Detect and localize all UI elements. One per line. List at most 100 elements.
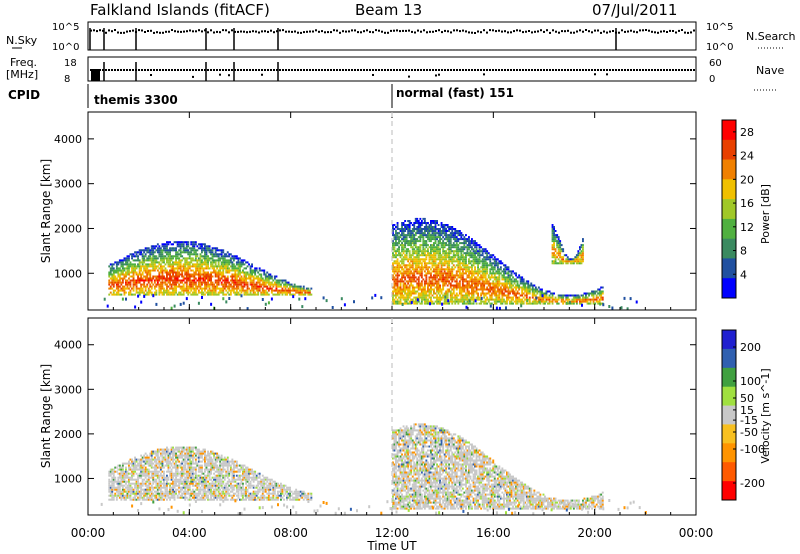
power-cell bbox=[455, 298, 458, 301]
power-cell bbox=[480, 302, 483, 305]
power-cell bbox=[446, 234, 449, 237]
power-cell bbox=[499, 260, 502, 263]
power-speckle bbox=[416, 298, 419, 302]
power-cell bbox=[419, 224, 422, 226]
power-cell bbox=[121, 287, 124, 290]
power-cell bbox=[213, 247, 215, 250]
power-cell bbox=[458, 238, 461, 241]
power-cell bbox=[179, 293, 182, 296]
power-cell bbox=[503, 264, 505, 267]
power-cell bbox=[214, 259, 217, 262]
power-cell bbox=[582, 298, 584, 301]
power-cell bbox=[433, 220, 435, 222]
power-cell bbox=[455, 280, 458, 283]
power-cell bbox=[501, 288, 504, 291]
power-cell bbox=[452, 244, 455, 247]
freq-point bbox=[117, 69, 119, 71]
power-cell bbox=[501, 294, 504, 297]
power-cell bbox=[413, 258, 416, 261]
power-cell bbox=[583, 298, 586, 301]
power-cell bbox=[434, 258, 437, 261]
power-cell bbox=[402, 280, 405, 283]
power-cell bbox=[169, 241, 171, 244]
power-cell bbox=[465, 280, 467, 283]
power-cell bbox=[392, 286, 394, 289]
power-cell bbox=[158, 271, 161, 274]
power-cell bbox=[140, 279, 143, 282]
power-cell bbox=[402, 282, 405, 285]
power-cell bbox=[498, 274, 501, 277]
power-cell bbox=[123, 267, 126, 270]
nsky-point bbox=[147, 30, 149, 32]
power-cell bbox=[393, 268, 396, 271]
nave-tick-bottom: 0 bbox=[709, 74, 715, 85]
power-cell bbox=[158, 251, 161, 254]
power-cell bbox=[551, 298, 554, 301]
power-cell bbox=[194, 251, 197, 254]
power-cell bbox=[222, 289, 225, 292]
power-cell bbox=[477, 250, 479, 253]
nsky-point bbox=[258, 31, 260, 34]
power-cell bbox=[457, 238, 460, 241]
power-cell bbox=[486, 270, 489, 273]
power-cell bbox=[275, 283, 278, 286]
power-cell bbox=[436, 276, 438, 279]
power-cell bbox=[252, 269, 255, 272]
power-cell bbox=[518, 274, 521, 277]
power-cell bbox=[425, 272, 428, 275]
power-cell bbox=[461, 276, 464, 279]
nave-tick-top: 60 bbox=[709, 58, 722, 69]
power-cell bbox=[437, 248, 440, 251]
power-cell bbox=[167, 257, 170, 260]
power-cell bbox=[207, 267, 209, 270]
power-cell bbox=[481, 288, 484, 291]
power-cell bbox=[466, 296, 469, 299]
power-cell bbox=[419, 294, 422, 297]
power-cell bbox=[134, 255, 136, 258]
power-cell bbox=[188, 253, 191, 256]
power-cell bbox=[396, 242, 399, 245]
power-cell bbox=[451, 260, 454, 263]
power-cell bbox=[156, 249, 159, 252]
power-cell bbox=[498, 294, 501, 297]
power-cell bbox=[205, 287, 208, 290]
power-cell bbox=[478, 260, 481, 263]
power-cell bbox=[455, 254, 458, 257]
power-cell bbox=[109, 267, 112, 270]
power-cell bbox=[423, 244, 426, 247]
power-cell bbox=[147, 249, 150, 252]
power-cell bbox=[460, 232, 463, 235]
power-cell bbox=[111, 279, 114, 282]
power-cell bbox=[583, 292, 586, 295]
power-cell bbox=[477, 280, 479, 283]
nsky-point bbox=[420, 30, 422, 33]
power-cell bbox=[411, 274, 414, 277]
power-cell bbox=[197, 279, 200, 282]
power-cell bbox=[551, 246, 554, 249]
power-cell bbox=[439, 284, 441, 287]
power-cell bbox=[460, 256, 463, 259]
freq-point bbox=[615, 69, 617, 71]
power-cell bbox=[468, 242, 470, 245]
power-cell bbox=[465, 246, 467, 249]
power-cell bbox=[515, 302, 517, 305]
power-cell bbox=[211, 287, 214, 290]
power-cell bbox=[423, 282, 426, 285]
power-cell bbox=[560, 298, 563, 301]
power-cell bbox=[246, 265, 249, 268]
power-cell bbox=[413, 272, 416, 275]
nsky-point bbox=[444, 29, 446, 32]
power-cell bbox=[248, 287, 250, 290]
power-cell bbox=[166, 293, 168, 296]
power-cell bbox=[443, 260, 446, 263]
power-cell bbox=[457, 294, 460, 297]
power-cell bbox=[117, 261, 120, 264]
power-cell bbox=[261, 289, 264, 292]
power-cell bbox=[153, 261, 156, 264]
power-cell bbox=[210, 253, 212, 256]
power-cell bbox=[466, 240, 469, 243]
power-cell bbox=[553, 228, 555, 230]
power-cell bbox=[402, 284, 405, 287]
power-cell bbox=[147, 265, 150, 268]
power-cell bbox=[164, 267, 167, 270]
